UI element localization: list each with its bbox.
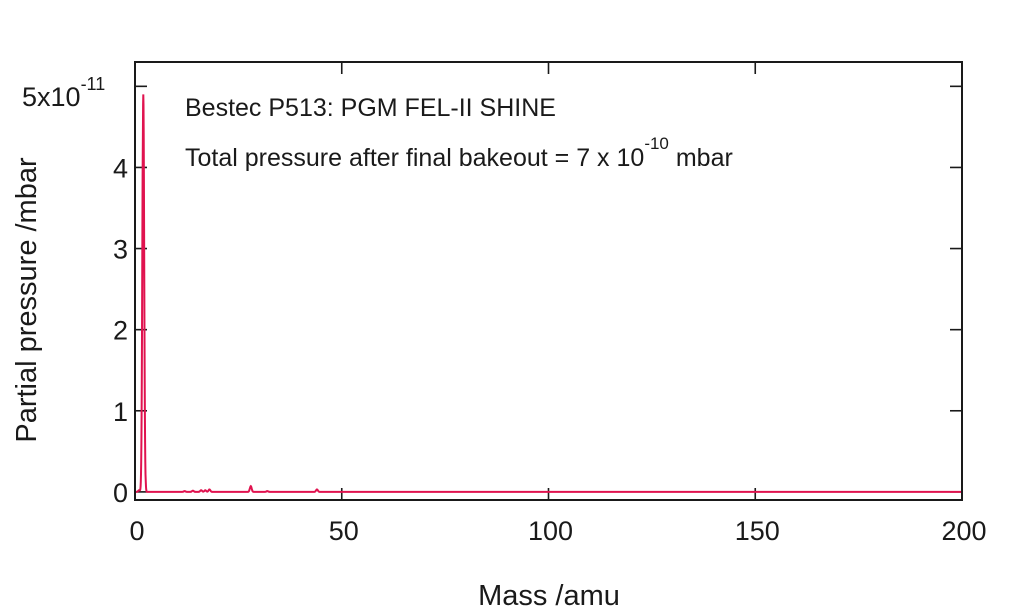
y-multiplier: 5x10-11 [22, 74, 105, 112]
ticks [134, 62, 963, 500]
annotation-line-2: Total pressure after final bakeout = 7 x… [185, 134, 733, 172]
y-tick-label: 4 [113, 153, 128, 183]
x-axis-label: Mass /amu [478, 580, 620, 612]
series-line [135, 94, 962, 493]
y-tick-label: 1 [113, 397, 128, 427]
y-tick-label: 2 [113, 316, 128, 346]
plot-frame [134, 61, 963, 501]
annotation-line-1: Bestec P513: PGM FEL-II SHINE [185, 94, 556, 122]
x-tick-label: 200 [941, 516, 986, 546]
x-tick-label: 150 [735, 516, 780, 546]
x-tick-label: 100 [528, 516, 573, 546]
y-tick-label: 0 [113, 478, 128, 508]
y-axis-label: Partial pressure /mbar [11, 157, 43, 443]
x-tick-label: 0 [129, 516, 144, 546]
y-tick-label: 3 [113, 235, 128, 265]
tick-labels: 0 50 100 150 200 0 1 2 3 4 [113, 153, 987, 546]
x-tick-label: 50 [329, 516, 359, 546]
